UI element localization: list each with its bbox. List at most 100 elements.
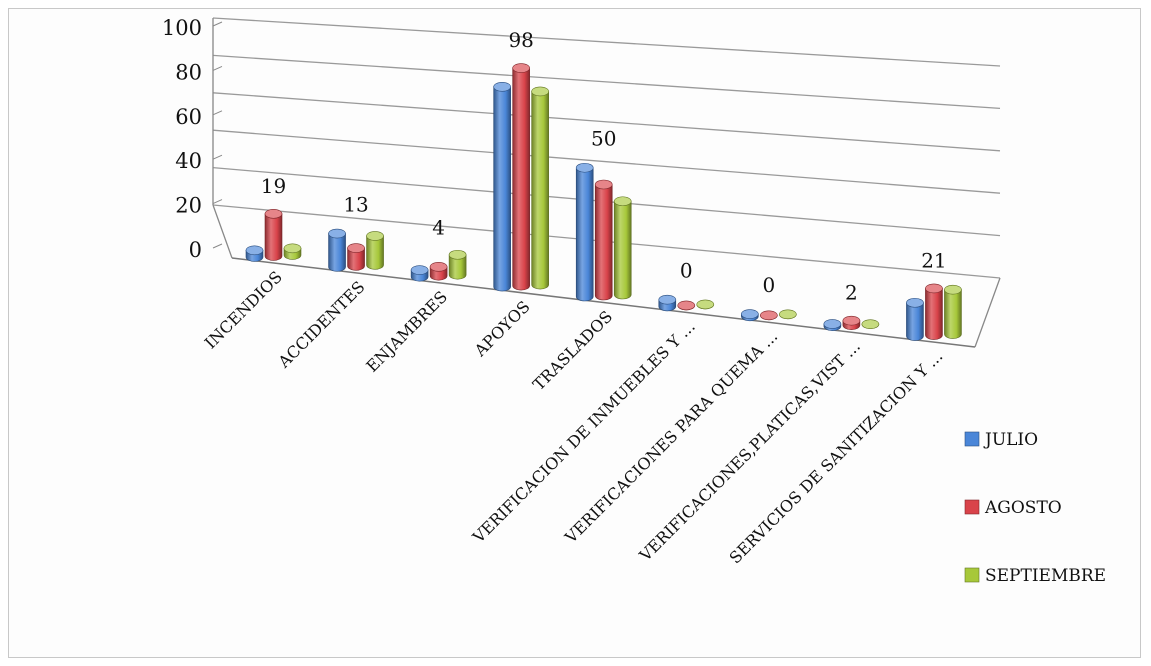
data-label: 19 — [261, 174, 286, 198]
y-tick — [212, 199, 223, 205]
bar-top — [741, 309, 759, 319]
data-label: 2 — [845, 281, 858, 305]
y-tick-label: 80 — [175, 60, 202, 84]
bar-julio-6 — [741, 309, 759, 322]
y-tick-label: 60 — [175, 105, 202, 129]
y-tick-label: 0 — [189, 238, 202, 262]
bar-top — [245, 245, 264, 256]
bar-agosto-8 — [925, 283, 943, 340]
bar-top — [944, 284, 962, 295]
bar-top — [925, 283, 943, 294]
bar-top — [823, 319, 842, 329]
gridline — [212, 129, 1001, 194]
bar-agosto-7 — [842, 315, 861, 330]
bar-body — [906, 302, 924, 341]
bar-agosto-0 — [264, 208, 283, 261]
bar-julio-7 — [823, 319, 842, 331]
bar-septiembre-4 — [613, 196, 632, 300]
data-label: 21 — [921, 248, 946, 272]
bar-body — [328, 233, 346, 272]
gridline — [212, 54, 1001, 110]
y-tick-label: 20 — [175, 194, 202, 218]
legend-label: JULIO — [983, 430, 1038, 450]
category-label: ENJAMBRES — [362, 287, 451, 376]
data-label: 13 — [343, 193, 368, 217]
bar-agosto-6 — [760, 310, 778, 321]
bar-body — [925, 288, 943, 340]
bar-top — [861, 319, 880, 329]
data-label: 4 — [432, 216, 445, 240]
category-label: ACCIDENTES — [274, 277, 369, 372]
bar-top — [842, 315, 861, 326]
y-tick-label: 40 — [175, 149, 202, 173]
bar-top — [328, 228, 346, 239]
bar-top — [779, 309, 797, 320]
bar-body — [575, 167, 594, 302]
data-label: 50 — [591, 127, 616, 151]
y-tick — [212, 65, 223, 71]
bar-top — [575, 162, 594, 173]
bar-body — [944, 289, 962, 339]
bar-top — [448, 249, 467, 260]
y-tick — [212, 21, 223, 27]
bar-top — [264, 208, 283, 219]
y-axis: 0 20 40 60 80 100 — [162, 16, 223, 262]
bar-septiembre-8 — [944, 284, 962, 339]
legend-label: AGOSTO — [984, 498, 1062, 518]
y-tick — [212, 110, 223, 116]
bar-body — [594, 184, 613, 301]
bar-body — [613, 200, 632, 300]
category-label: VERIFICACIONES PARA QUEMA ... — [560, 327, 781, 548]
gridline — [212, 17, 1001, 67]
x-axis-line — [231, 257, 976, 348]
bar-top — [696, 299, 715, 310]
legend: JULIO AGOSTO SEPTIEMBRE — [964, 430, 1106, 586]
bar-julio-1 — [328, 228, 346, 272]
bar-septiembre-5 — [696, 299, 715, 310]
bar-septiembre-1 — [366, 231, 384, 270]
gridline — [212, 92, 1001, 152]
bar-top — [677, 300, 696, 311]
bar-top — [613, 196, 632, 207]
legend-label: SEPTIEMBRE — [985, 566, 1106, 586]
y-tick-label: 100 — [162, 16, 202, 40]
bar-top — [366, 231, 384, 241]
bar-body — [512, 67, 530, 291]
bar-julio-8 — [906, 297, 924, 341]
gridlines — [212, 17, 1001, 348]
legend-swatch — [964, 499, 980, 515]
data-label: 0 — [762, 273, 775, 297]
bar-body — [531, 91, 549, 290]
bar-julio-4 — [575, 162, 594, 302]
bar-top — [410, 265, 429, 275]
bar-julio-0 — [245, 245, 264, 262]
y-tick — [212, 154, 223, 160]
data-label: 0 — [680, 259, 693, 283]
bar-body — [347, 247, 365, 271]
data-label: 98 — [508, 28, 533, 52]
bar-top — [906, 297, 924, 308]
bar-agosto-5 — [677, 300, 696, 311]
bar-top — [347, 243, 365, 253]
legend-swatch — [964, 567, 980, 583]
bar-agosto-2 — [429, 262, 448, 281]
bar-top — [493, 82, 511, 92]
bar-septiembre-0 — [283, 243, 302, 260]
bar-top — [760, 310, 778, 321]
category-label: APOYOS — [470, 297, 534, 361]
bar-body — [264, 213, 283, 261]
bar-julio-3 — [493, 82, 511, 292]
bars — [245, 63, 962, 341]
bar-body — [448, 254, 467, 280]
y-tick — [212, 243, 223, 249]
bar-julio-5 — [658, 294, 677, 312]
bar-top — [512, 63, 530, 73]
bar-top — [594, 179, 613, 190]
bar-body — [493, 86, 511, 292]
bar-top — [531, 86, 549, 97]
bar-septiembre-6 — [779, 309, 797, 320]
bar-agosto-3 — [512, 63, 530, 291]
legend-swatch — [964, 431, 980, 447]
